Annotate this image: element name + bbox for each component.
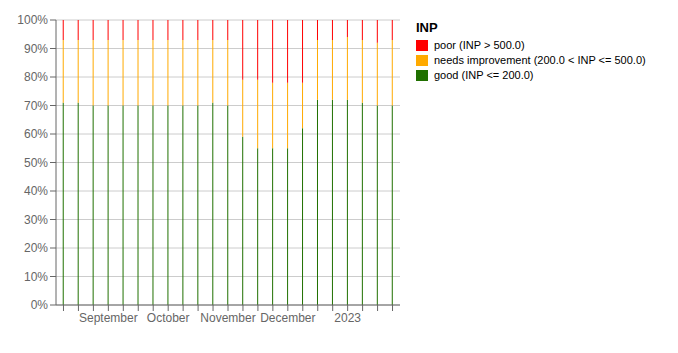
svg-text:30%: 30% (24, 213, 48, 227)
svg-text:20%: 20% (24, 241, 48, 255)
svg-text:September: September (79, 311, 138, 325)
svg-text:70%: 70% (24, 99, 48, 113)
svg-text:10%: 10% (24, 270, 48, 284)
svg-text:0%: 0% (31, 298, 49, 312)
svg-text:October: October (147, 311, 190, 325)
svg-text:100%: 100% (17, 13, 48, 27)
html-text:good (INP <= 200.0): good (INP <= 200.0) (434, 69, 534, 81)
html-text:INP: INP (416, 20, 438, 35)
svg-text:60%: 60% (24, 127, 48, 141)
svg-text:50%: 50% (24, 156, 48, 170)
svg-text:November: November (200, 311, 255, 325)
html-text:needs improvement (200.0 < INP: needs improvement (200.0 < INP <= 500.0) (434, 54, 646, 66)
html-text:poor (INP > 500.0): poor (INP > 500.0) (434, 39, 525, 51)
svg-text:40%: 40% (24, 184, 48, 198)
svg-text:80%: 80% (24, 70, 48, 84)
svg-text:90%: 90% (24, 42, 48, 56)
svg-text:2023: 2023 (334, 311, 361, 325)
svg-text:December: December (260, 311, 315, 325)
